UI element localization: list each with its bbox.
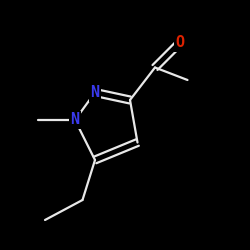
Text: N: N — [70, 112, 80, 128]
Text: O: O — [176, 35, 184, 50]
Text: N: N — [90, 85, 100, 100]
